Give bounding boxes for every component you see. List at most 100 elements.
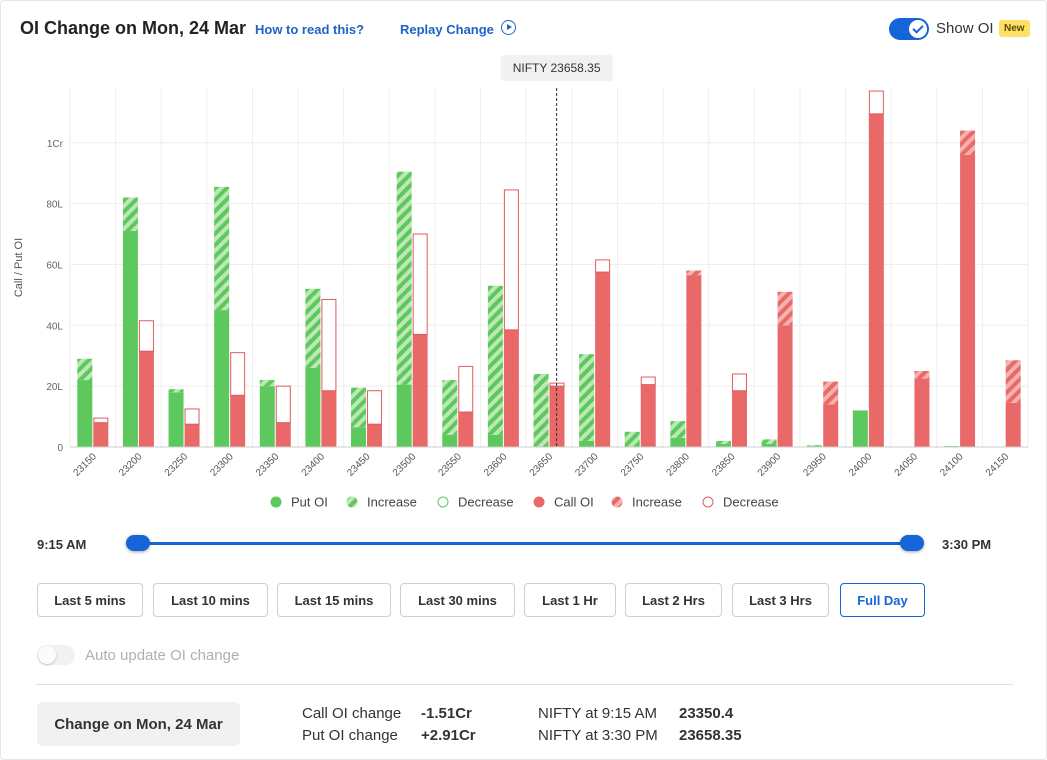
call-oi-bar[interactable] bbox=[458, 412, 474, 447]
call-oi-bar[interactable] bbox=[230, 395, 246, 447]
x-tick-label: 23500 bbox=[391, 451, 419, 479]
put-oi-increase-bar[interactable] bbox=[351, 387, 367, 428]
call-oi-bar[interactable] bbox=[367, 424, 383, 447]
put-oi-bar[interactable] bbox=[487, 434, 503, 447]
how-to-read-link[interactable]: How to read this? bbox=[255, 22, 365, 37]
call-oi-bar[interactable] bbox=[138, 351, 154, 447]
call-oi-increase-bar[interactable] bbox=[823, 381, 839, 405]
put-oi-bar[interactable] bbox=[168, 392, 184, 447]
y-tick-label: 0 bbox=[57, 443, 63, 454]
slider-end-handle[interactable] bbox=[900, 535, 924, 551]
call-oi-increase-bar[interactable] bbox=[777, 291, 793, 326]
call-oi-decrease-bar[interactable] bbox=[640, 376, 656, 386]
call-oi-bar[interactable] bbox=[640, 384, 656, 447]
put-oi-increase-bar[interactable] bbox=[670, 421, 686, 438]
spot-price-label: NIFTY 23658.35 bbox=[513, 61, 601, 75]
call-oi-bar[interactable] bbox=[275, 422, 291, 447]
range-button-last-15-mins[interactable]: Last 15 mins bbox=[277, 583, 391, 617]
call-oi-bar[interactable] bbox=[503, 329, 519, 447]
legend-marker-call-hatch bbox=[611, 496, 623, 508]
put-oi-increase-bar[interactable] bbox=[122, 197, 138, 231]
put-oi-increase-bar[interactable] bbox=[259, 380, 275, 387]
call-oi-increase-bar[interactable] bbox=[960, 130, 976, 155]
slider-start-handle[interactable] bbox=[126, 535, 150, 551]
call-oi-decrease-bar[interactable] bbox=[230, 352, 246, 396]
call-oi-bar[interactable] bbox=[549, 386, 565, 447]
put-oi-bar[interactable] bbox=[77, 380, 93, 447]
call-oi-bar[interactable] bbox=[686, 275, 702, 447]
call-oi-decrease-bar[interactable] bbox=[412, 233, 428, 335]
put-oi-increase-bar[interactable] bbox=[396, 171, 412, 385]
put-oi-increase-bar[interactable] bbox=[624, 431, 640, 447]
range-button-last-1-hr[interactable]: Last 1 Hr bbox=[524, 583, 616, 617]
range-button-last-2-hrs[interactable]: Last 2 Hrs bbox=[625, 583, 722, 617]
call-oi-decrease-bar[interactable] bbox=[184, 408, 200, 425]
put-oi-increase-bar[interactable] bbox=[305, 288, 321, 368]
x-tick-label: 23650 bbox=[528, 451, 556, 479]
call-oi-increase-bar[interactable] bbox=[686, 270, 702, 276]
put-oi-increase-bar[interactable] bbox=[487, 285, 503, 435]
put-oi-bar[interactable] bbox=[761, 443, 777, 447]
call-oi-decrease-bar[interactable] bbox=[731, 373, 747, 392]
put-oi-increase-bar[interactable] bbox=[77, 358, 93, 381]
call-oi-bar[interactable] bbox=[321, 390, 337, 447]
call-oi-bar[interactable] bbox=[184, 424, 200, 447]
call-oi-change-value: -1.51Cr bbox=[421, 705, 472, 722]
call-oi-increase-bar[interactable] bbox=[1005, 360, 1021, 403]
call-oi-bar[interactable] bbox=[1005, 402, 1021, 447]
check-icon bbox=[909, 20, 927, 38]
range-button-last-3-hrs[interactable]: Last 3 Hrs bbox=[732, 583, 829, 617]
call-oi-decrease-bar[interactable] bbox=[503, 189, 519, 331]
call-oi-decrease-bar[interactable] bbox=[595, 259, 611, 273]
call-oi-bar[interactable] bbox=[914, 378, 930, 447]
range-button-full-day[interactable]: Full Day bbox=[840, 583, 925, 617]
call-oi-bar[interactable] bbox=[777, 325, 793, 447]
call-oi-increase-bar[interactable] bbox=[914, 370, 930, 379]
put-oi-increase-bar[interactable] bbox=[442, 380, 458, 435]
put-oi-bar[interactable] bbox=[579, 440, 595, 447]
range-button-last-10-mins[interactable]: Last 10 mins bbox=[153, 583, 268, 617]
call-oi-bar[interactable] bbox=[823, 404, 839, 447]
call-oi-bar[interactable] bbox=[960, 154, 976, 448]
call-oi-bar[interactable] bbox=[595, 272, 611, 447]
put-oi-increase-bar[interactable] bbox=[533, 373, 549, 447]
play-circle-icon[interactable] bbox=[501, 20, 516, 35]
put-oi-increase-bar[interactable] bbox=[715, 440, 731, 444]
auto-update-toggle[interactable] bbox=[37, 645, 75, 665]
put-oi-bar[interactable] bbox=[122, 230, 138, 447]
call-oi-bar[interactable] bbox=[731, 390, 747, 447]
legend-label: Increase bbox=[632, 495, 682, 510]
call-oi-decrease-bar[interactable] bbox=[868, 90, 884, 115]
call-oi-bar[interactable] bbox=[868, 113, 884, 447]
put-oi-increase-bar[interactable] bbox=[168, 389, 184, 393]
put-oi-bar[interactable] bbox=[214, 310, 230, 447]
replay-change-link[interactable]: Replay Change bbox=[400, 22, 494, 37]
put-oi-bar[interactable] bbox=[259, 386, 275, 447]
put-oi-bar[interactable] bbox=[351, 427, 367, 447]
put-oi-bar[interactable] bbox=[670, 437, 686, 447]
call-oi-decrease-bar[interactable] bbox=[367, 390, 383, 425]
call-oi-decrease-bar[interactable] bbox=[138, 320, 154, 352]
put-oi-increase-bar[interactable] bbox=[761, 439, 777, 444]
change-date-button[interactable]: Change on Mon, 24 Mar bbox=[37, 702, 240, 746]
call-oi-bar[interactable] bbox=[412, 334, 428, 447]
legend-label: Increase bbox=[367, 495, 417, 510]
put-oi-increase-bar[interactable] bbox=[214, 186, 230, 311]
range-button-last-5-mins[interactable]: Last 5 mins bbox=[37, 583, 143, 617]
slider-track[interactable] bbox=[136, 542, 912, 545]
legend-label: Decrease bbox=[723, 495, 779, 510]
range-button-last-30-mins[interactable]: Last 30 mins bbox=[400, 583, 515, 617]
put-oi-bar[interactable] bbox=[852, 410, 868, 447]
call-oi-decrease-bar[interactable] bbox=[458, 365, 474, 413]
put-oi-increase-bar[interactable] bbox=[579, 354, 595, 441]
put-oi-bar[interactable] bbox=[305, 367, 321, 447]
put-oi-bar[interactable] bbox=[442, 434, 458, 447]
call-oi-decrease-bar[interactable] bbox=[321, 298, 337, 392]
call-oi-bar[interactable] bbox=[93, 422, 109, 447]
call-oi-decrease-bar[interactable] bbox=[93, 417, 109, 424]
show-oi-toggle[interactable] bbox=[889, 18, 929, 40]
call-oi-decrease-bar[interactable] bbox=[275, 385, 291, 424]
put-oi-increase-bar[interactable] bbox=[807, 445, 823, 447]
put-oi-bar[interactable] bbox=[396, 384, 412, 447]
put-oi-bar[interactable] bbox=[715, 443, 731, 447]
